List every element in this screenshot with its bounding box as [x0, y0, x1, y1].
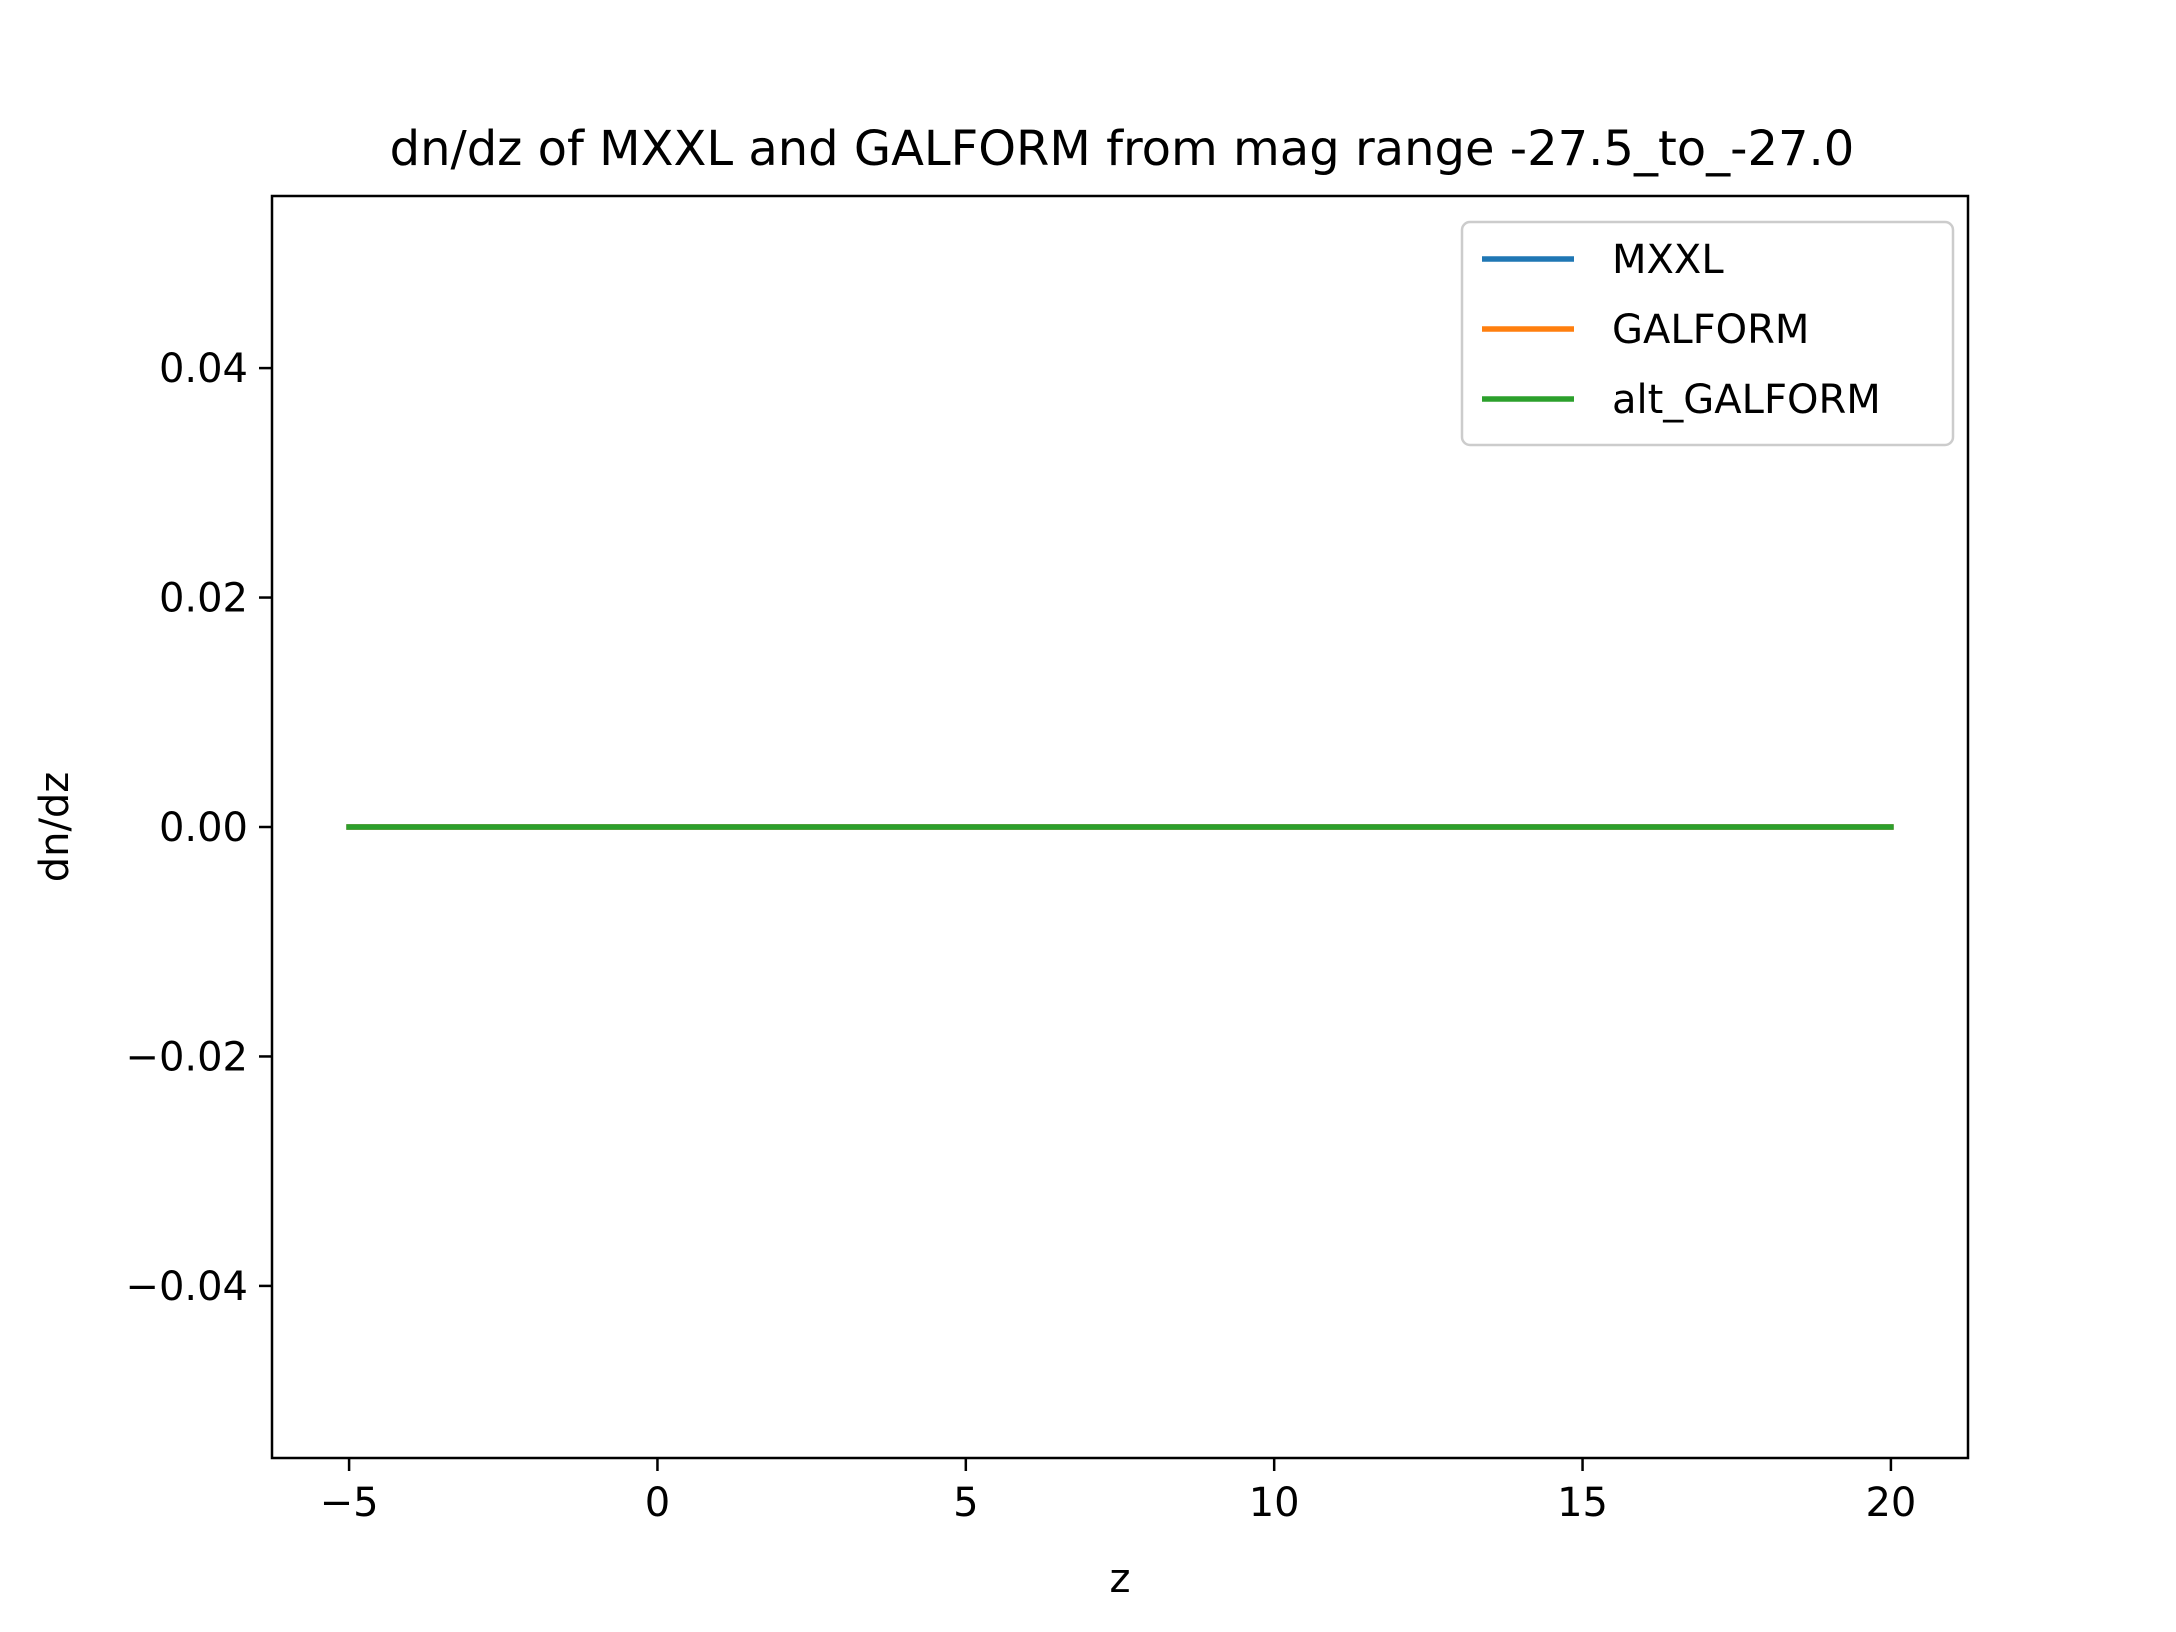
x-tick-label: 5 [953, 1480, 978, 1526]
y-axis-label: dn/dz [32, 772, 78, 883]
x-tick-label: −5 [320, 1480, 379, 1526]
y-tick-label: 0.02 [159, 576, 248, 622]
x-tick-label: 0 [645, 1480, 670, 1526]
y-tick-label: −0.02 [125, 1034, 248, 1080]
legend-box [1460, 220, 1955, 447]
y-tick-label: 0.00 [159, 805, 248, 851]
x-tick-label: 20 [1865, 1480, 1916, 1526]
y-tick-label: −0.04 [125, 1264, 248, 1310]
x-axis-label: z [1110, 1556, 1131, 1602]
y-tick-label: 0.04 [159, 346, 248, 392]
legend-label: alt_GALFORM [1612, 377, 1881, 423]
x-tick-label: 10 [1249, 1480, 1300, 1526]
x-tick-label: 15 [1557, 1480, 1608, 1526]
legend: MXXL GALFORM alt_GALFORM [1460, 220, 1955, 447]
legend-label: GALFORM [1612, 307, 1809, 353]
axis-ticks: −5 0 5 10 15 20 0.04 0.02 0.00 −0.02 −0.04 [125, 346, 1916, 1526]
legend-label: MXXL [1612, 237, 1724, 283]
chart-title: dn/dz of MXXL and GALFORM from mag range… [390, 121, 1855, 177]
